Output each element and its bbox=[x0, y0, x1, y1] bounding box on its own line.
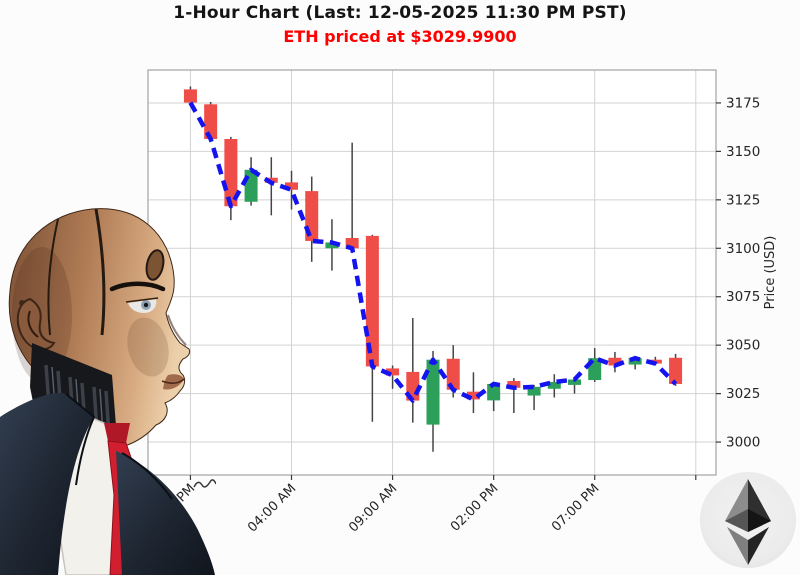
y-axis-title: Price (USD) bbox=[763, 236, 778, 310]
price-subtitle: ETH priced at $3029.9900 bbox=[283, 27, 517, 46]
eth-diamond bbox=[725, 479, 771, 565]
candle-down bbox=[204, 104, 218, 139]
candle-down bbox=[446, 358, 460, 390]
eyebrow bbox=[109, 281, 166, 292]
mouth-line bbox=[161, 378, 185, 384]
candle-down bbox=[669, 357, 683, 384]
candle-up bbox=[527, 386, 541, 396]
pupil bbox=[143, 302, 149, 308]
chart-title: 1-Hour Chart (Last: 12-05-2025 11:30 PM … bbox=[173, 3, 627, 23]
candle-down bbox=[466, 391, 480, 400]
close-price-line bbox=[188, 101, 678, 403]
eyelid-line bbox=[125, 297, 159, 303]
y-tick-label: 3025 bbox=[726, 386, 760, 402]
candle-up bbox=[426, 359, 440, 425]
robot-analyst-image bbox=[0, 208, 216, 575]
forehead-plate bbox=[145, 249, 165, 281]
candle-up bbox=[325, 242, 339, 249]
suit-right-panel bbox=[116, 451, 215, 575]
tie-knot bbox=[104, 423, 130, 443]
y-tick-label: 3125 bbox=[726, 192, 760, 208]
robot-ear bbox=[16, 297, 56, 351]
candle-down bbox=[507, 381, 521, 388]
candle-up bbox=[628, 358, 642, 365]
candle-up bbox=[568, 379, 582, 385]
suit-left-panel bbox=[0, 393, 94, 575]
y-tick-label: 3100 bbox=[726, 241, 760, 257]
candle-down bbox=[365, 235, 379, 367]
signature-mark bbox=[193, 479, 216, 488]
x-tick-label: 07:00 PM bbox=[549, 481, 602, 534]
cheek-shading bbox=[127, 317, 169, 377]
candle-up bbox=[547, 381, 561, 389]
ear-inner bbox=[27, 310, 39, 338]
lapel-line bbox=[65, 393, 96, 486]
candle-down bbox=[386, 368, 400, 376]
nose-line bbox=[167, 314, 187, 346]
x-tick-label: 02:00 PM bbox=[448, 481, 501, 534]
skull-seam-2 bbox=[47, 218, 59, 336]
lips bbox=[163, 374, 184, 390]
candle-down bbox=[183, 89, 197, 103]
x-tick-label: 09:00 AM bbox=[346, 481, 400, 535]
y-tick-label: 3050 bbox=[726, 338, 760, 354]
candle-up bbox=[487, 383, 501, 401]
candle-down bbox=[608, 357, 622, 366]
y-tick-label: 3150 bbox=[726, 144, 760, 160]
lapel-line-right bbox=[121, 452, 173, 500]
y-tick-label: 3000 bbox=[726, 435, 760, 451]
skull-shading bbox=[12, 247, 72, 383]
candle-down bbox=[345, 238, 359, 249]
y-tick-label: 3175 bbox=[726, 95, 760, 111]
ethereum-logo bbox=[700, 472, 796, 568]
candle-down bbox=[285, 182, 299, 190]
skull-seam bbox=[94, 208, 106, 336]
y-tick-label: 3075 bbox=[726, 289, 760, 305]
x-tick-label: 04:00 AM bbox=[245, 481, 299, 535]
